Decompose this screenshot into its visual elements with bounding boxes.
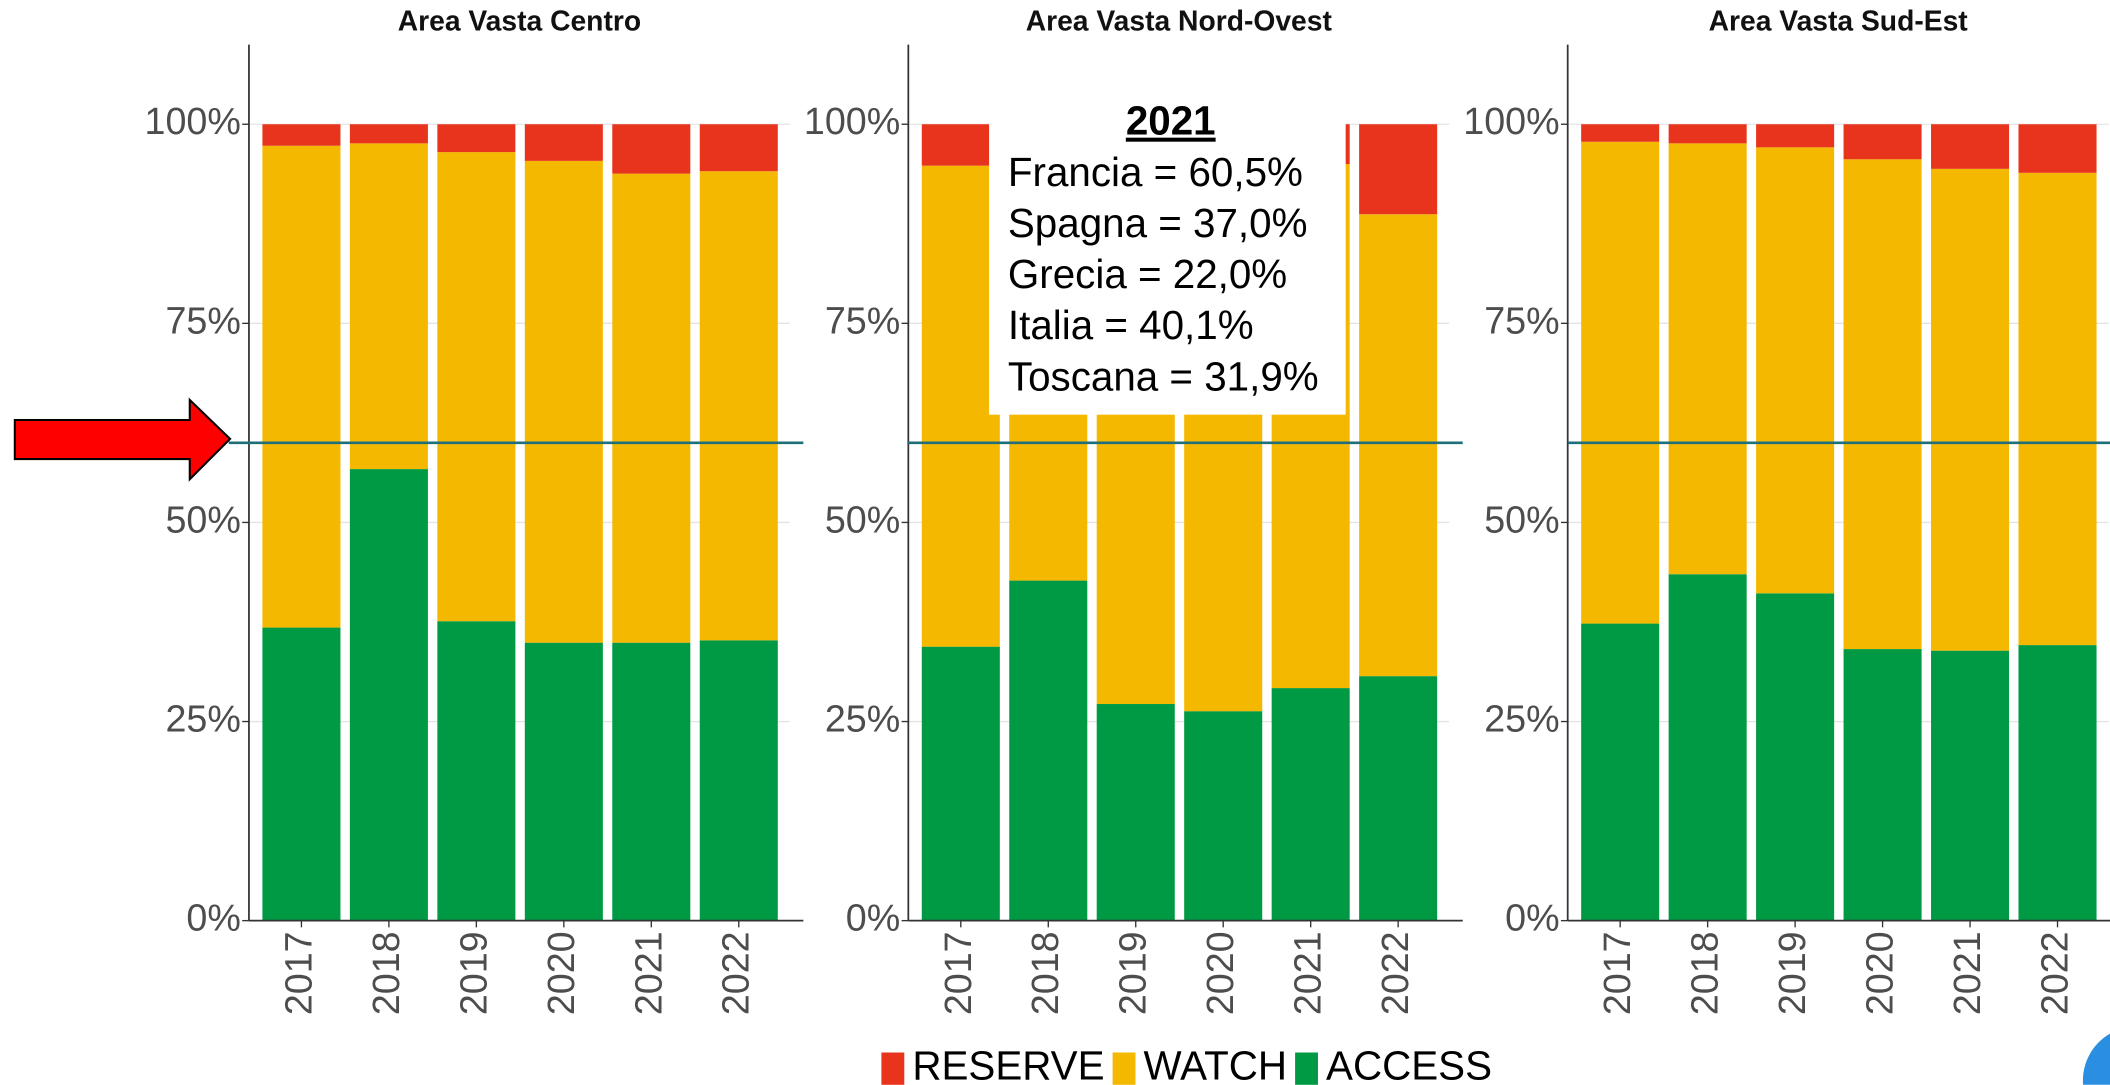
x-tick-label: 2019	[1112, 931, 1154, 1015]
x-tick-label: 2022	[715, 931, 757, 1015]
y-tick-label: 50%	[165, 498, 240, 540]
bar-segment	[1756, 593, 1835, 921]
bar-segment	[1184, 711, 1263, 921]
bar-segment	[612, 124, 691, 174]
chart-title: Area Vasta Sud-Est	[1709, 5, 1969, 37]
x-tick-label: 2022	[2033, 931, 2075, 1015]
bar-segment	[524, 160, 603, 643]
annotation-title: 2021	[1126, 98, 1216, 144]
bar-segment	[262, 124, 341, 146]
bar-segment	[921, 646, 1000, 921]
x-tick-label: 2020	[540, 931, 582, 1015]
bar-segment	[1096, 704, 1175, 921]
bar-segment	[349, 469, 428, 921]
bar-segment	[1756, 147, 1835, 594]
bar-segment	[1581, 623, 1660, 921]
bar-segment	[437, 621, 516, 921]
annotation-line: Toscana = 31,9%	[1008, 353, 1319, 399]
bar-segment	[921, 124, 1000, 166]
bar-segment	[1359, 124, 1438, 215]
bar-segment	[1668, 143, 1747, 575]
y-tick-label: 25%	[825, 697, 900, 739]
legend-label: WATCH	[1144, 1042, 1287, 1085]
bar-segment	[437, 152, 516, 622]
legend-swatch	[881, 1052, 905, 1085]
legend-swatch	[1112, 1052, 1136, 1085]
x-tick-label: 2019	[452, 931, 494, 1015]
y-tick-label: 0%	[1505, 897, 1559, 939]
corner-logo	[2082, 1033, 2110, 1085]
bar-segment	[2018, 645, 2097, 921]
x-tick-label: 2020	[1859, 931, 1901, 1015]
bar-segment	[1581, 124, 1660, 142]
bar-segment	[1581, 141, 1660, 624]
bar-segment	[1931, 650, 2010, 921]
y-tick-label: 75%	[825, 299, 900, 341]
bar-segment	[612, 642, 691, 921]
annotation-line: Italia = 40,1%	[1008, 302, 1254, 348]
x-tick-label: 2021	[627, 931, 669, 1015]
y-tick-label: 50%	[1484, 498, 1559, 540]
y-tick-label: 0%	[186, 897, 240, 939]
bar-segment	[612, 173, 691, 643]
bar-segment	[524, 642, 603, 921]
bar-segment	[921, 165, 1000, 647]
y-tick-label: 50%	[825, 498, 900, 540]
bar-segment	[1931, 124, 2010, 169]
legend-label: RESERVE	[912, 1042, 1104, 1085]
bar-segment	[524, 124, 603, 161]
y-tick-label: 25%	[1484, 697, 1559, 739]
x-tick-label: 2022	[1374, 931, 1416, 1015]
bar-segment	[1843, 159, 1922, 650]
bar-segment	[1843, 649, 1922, 921]
annotation-line: Grecia = 22,0%	[1008, 251, 1287, 297]
bar-segment	[1668, 124, 1747, 144]
y-tick-label: 75%	[1484, 299, 1559, 341]
bar-segment	[1668, 574, 1747, 921]
y-tick-label: 75%	[165, 299, 240, 341]
bar-segment	[1009, 580, 1088, 921]
x-tick-label: 2019	[1771, 931, 1813, 1015]
bar-segment	[1359, 214, 1438, 677]
annotation-line: Francia = 60,5%	[1008, 149, 1303, 195]
x-tick-label: 2018	[365, 931, 407, 1015]
x-tick-label: 2018	[1684, 931, 1726, 1015]
legend-label: ACCESS	[1326, 1042, 1492, 1085]
x-tick-label: 2021	[1946, 931, 1988, 1015]
chart-title: Area Vasta Centro	[398, 5, 641, 37]
bar-segment	[1756, 124, 1835, 148]
bar-segment	[349, 124, 428, 144]
bar-segment	[437, 124, 516, 153]
bar-segment	[699, 124, 778, 172]
bar-segment	[1843, 124, 1922, 160]
bar-segment	[1931, 168, 2010, 651]
bar-segment	[1271, 688, 1350, 921]
bar-segment	[349, 143, 428, 470]
bar-segment	[699, 640, 778, 921]
bar-segment	[1359, 676, 1438, 921]
bar-segment	[2018, 124, 2097, 173]
x-tick-label: 2017	[277, 931, 319, 1015]
chart-title: Area Vasta Nord-Ovest	[1026, 5, 1333, 37]
y-tick-label: 100%	[145, 100, 241, 142]
x-tick-label: 2021	[1287, 931, 1329, 1015]
bar-segment	[2018, 172, 2097, 646]
bar-segment	[262, 627, 341, 921]
y-tick-label: 0%	[846, 897, 900, 939]
x-tick-label: 2017	[937, 931, 979, 1015]
y-tick-label: 25%	[165, 697, 240, 739]
y-tick-label: 100%	[1463, 100, 1559, 142]
x-tick-label: 2020	[1199, 931, 1241, 1015]
x-tick-label: 2018	[1024, 931, 1066, 1015]
x-tick-label: 2017	[1596, 931, 1638, 1015]
bar-segment	[262, 145, 341, 628]
bar-segment	[699, 171, 778, 641]
arrow	[13, 397, 232, 482]
y-tick-label: 100%	[804, 100, 900, 142]
annotation-box	[989, 101, 1346, 415]
annotation-line: Spagna = 37,0%	[1008, 200, 1308, 246]
legend-swatch	[1295, 1052, 1318, 1085]
